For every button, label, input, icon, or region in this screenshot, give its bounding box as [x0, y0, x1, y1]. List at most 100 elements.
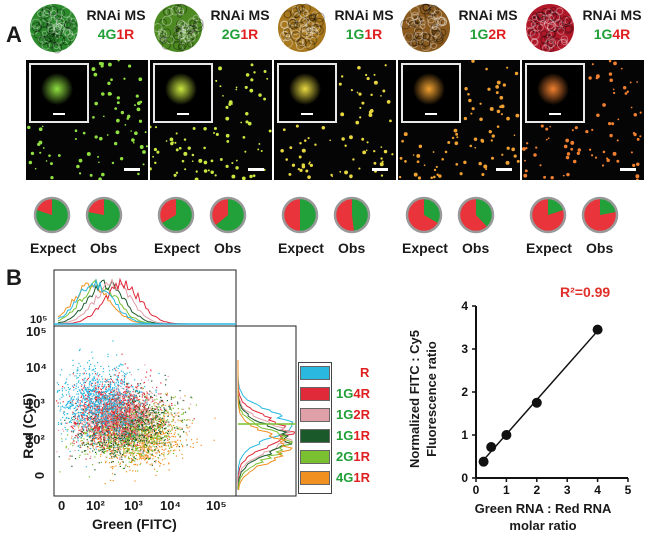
ratio-chart: 0 1 2 3 4 5 0 1 2 3 4	[461, 299, 631, 497]
chart-xlabel-line2: molar ratio	[509, 518, 577, 533]
condition-column-5: RNAi MS 1G4R Expect Obs	[522, 0, 646, 262]
side-histogram-curve	[237, 360, 293, 491]
legend-swatch	[300, 471, 330, 485]
legend-swatch	[300, 366, 330, 380]
condition-title: RNAi MS	[86, 7, 146, 23]
observed-pie	[209, 196, 247, 234]
expected-pie	[157, 196, 195, 234]
legend-label: 2G1R	[336, 449, 370, 464]
expect-label: Expect	[526, 240, 572, 256]
scatter-population	[56, 340, 160, 468]
y-tick-label: 4	[461, 299, 468, 313]
y-tick-label: 3	[461, 342, 468, 356]
flow-y-tick: 10³	[26, 396, 45, 411]
condition-column-4: RNAi MS 1G2R Expect Obs	[398, 0, 522, 262]
y-tick-label: 2	[461, 385, 468, 399]
scale-bar	[124, 168, 140, 171]
observed-pie	[457, 196, 495, 234]
data-point	[486, 442, 497, 453]
pie-red-slice	[531, 198, 565, 232]
x-tick-label: 1	[503, 483, 510, 497]
ratio-red: 4R	[612, 26, 631, 42]
microscopy-image	[150, 60, 272, 180]
inset-scale-bar	[301, 113, 313, 115]
flow-y-tick: 10²	[26, 432, 45, 447]
flow-y-tick: 10⁴	[26, 360, 47, 375]
chart-xlabel-line1: Green RNA : Red RNA	[474, 501, 612, 516]
legend-swatch	[300, 408, 330, 422]
microsponge-icon	[153, 3, 204, 52]
inset-zoom	[29, 63, 89, 123]
data-point	[531, 397, 542, 408]
condition-title: RNAi MS	[334, 7, 394, 23]
pie-pair	[529, 196, 619, 234]
condition-column-1: RNAi MS 4G1R Expect Obs	[26, 0, 150, 262]
data-point	[501, 430, 512, 440]
pie-pair	[405, 196, 495, 234]
x-tick-label: 0	[473, 483, 480, 497]
microsponge-icon	[278, 3, 326, 52]
microscopy-image	[274, 60, 396, 180]
observed-pie	[85, 196, 123, 234]
flow-x-tick: 10³	[124, 498, 143, 513]
ratio-green: 4G	[97, 26, 117, 42]
panel-a-letter: A	[6, 22, 22, 47]
ratio-green: 1G	[345, 26, 365, 42]
data-point	[592, 324, 603, 335]
microscopy-image	[398, 60, 520, 180]
condition-title: RNAi MS	[210, 7, 270, 23]
expected-pie	[529, 196, 567, 234]
scale-bar	[248, 168, 264, 171]
pie-pair	[157, 196, 247, 234]
ratio-red: 1R	[240, 26, 259, 42]
legend-label: 1G1R	[336, 428, 370, 443]
microsponge-icon	[400, 3, 450, 52]
condition-ratio: 1G1R	[328, 25, 400, 43]
obs-label: Obs	[214, 240, 242, 256]
pie-red-slice	[35, 198, 52, 215]
inset-scale-bar	[53, 113, 65, 115]
legend-label: 4G1R	[336, 470, 370, 485]
chart-ylabel: Normalized FITC : Cy5 Fluorescence ratio	[406, 314, 440, 484]
pie-red-slice	[87, 198, 104, 215]
condition-column-3: RNAi MS 1G1R Expect Obs	[274, 0, 398, 262]
pie-red-slice	[335, 198, 355, 232]
x-tick-label: 2	[533, 483, 540, 497]
microsponge-icon	[28, 3, 79, 54]
pie-pair	[281, 196, 371, 234]
pie-red-slice	[459, 198, 488, 232]
expected-pie	[33, 196, 71, 234]
top-histogram-curve	[57, 278, 200, 325]
inset-scale-bar	[425, 113, 437, 115]
flow-y-tick: 0	[32, 471, 48, 480]
microscopy-image	[26, 60, 148, 180]
pie-red-slice	[583, 198, 617, 232]
observed-pie	[333, 196, 371, 234]
top-histogram-tick: 10⁵	[30, 314, 48, 326]
condition-ratio: 2G1R	[204, 25, 276, 43]
condition-ratio: 4G1R	[80, 25, 152, 43]
flow-y-tick: 10⁵	[26, 324, 47, 339]
chart-ylabel-line2: Fluorescence ratio	[424, 341, 439, 457]
data-point	[478, 456, 489, 467]
y-tick-label: 1	[461, 428, 468, 442]
pie-pair	[33, 196, 123, 234]
flow-x-tick: 10⁵	[206, 498, 227, 513]
legend-swatch	[300, 429, 330, 443]
x-tick-label: 4	[594, 483, 601, 497]
condition-title: RNAi MS	[458, 7, 518, 23]
inset-zoom	[153, 63, 213, 123]
fit-line	[483, 330, 599, 461]
ratio-green: 1G	[469, 26, 489, 42]
ratio-green: 2G	[221, 26, 241, 42]
scatter-population	[59, 387, 197, 478]
legend-box	[298, 362, 332, 494]
chart-ylabel-line1: Normalized FITC : Cy5	[407, 330, 422, 468]
expect-label: Expect	[278, 240, 324, 256]
legend-swatch	[300, 387, 330, 401]
inset-zoom	[525, 63, 585, 123]
flow-x-tick: 10⁴	[160, 498, 181, 513]
expect-label: Expect	[154, 240, 200, 256]
legend-label: 1G4R	[336, 386, 370, 401]
